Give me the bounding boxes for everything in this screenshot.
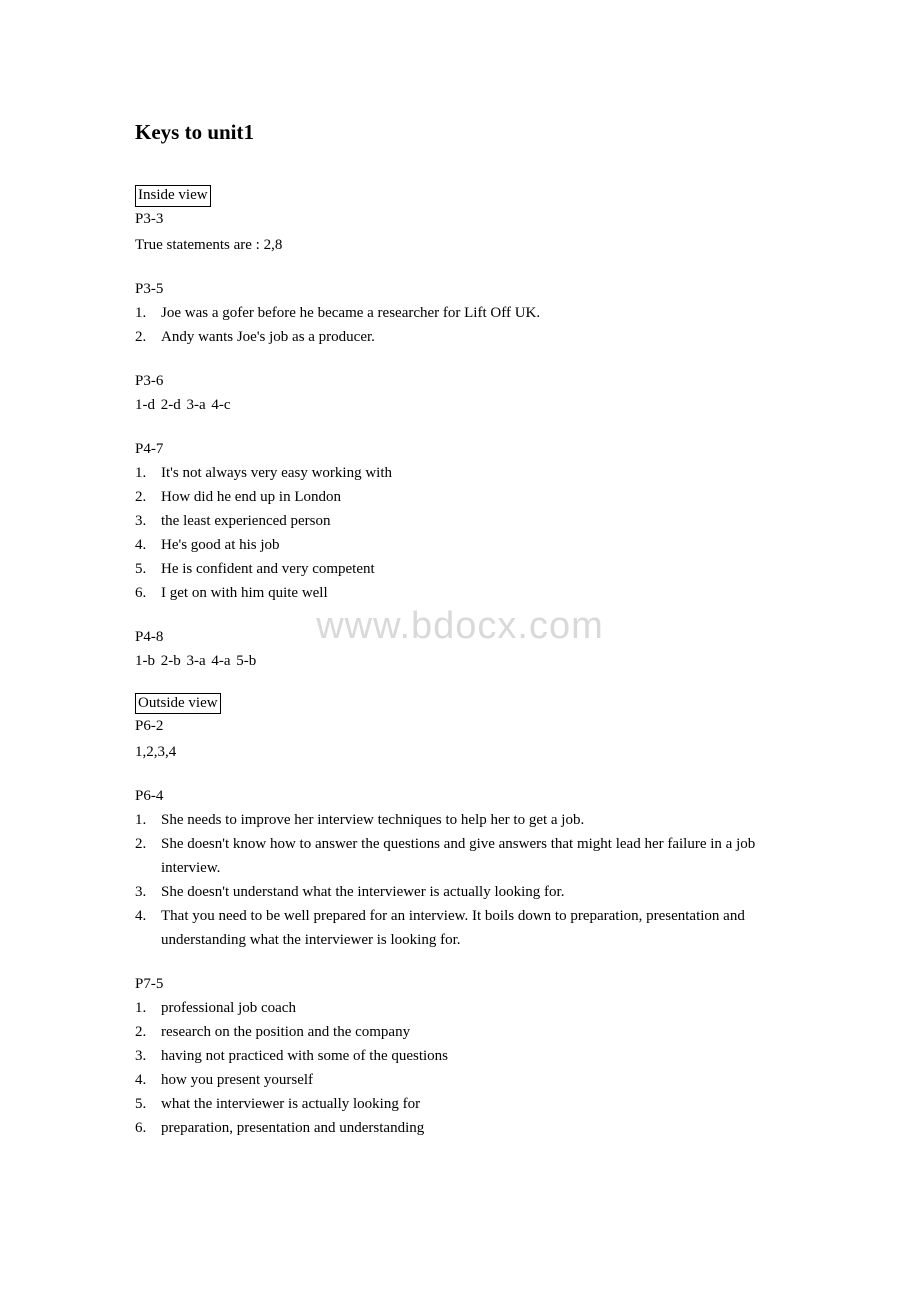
item-number: 5. [135,557,161,581]
list-item: 1.professional job coach [135,996,790,1020]
list-item: 4.how you present yourself [135,1068,790,1092]
item-text: having not practiced with some of the qu… [161,1044,790,1068]
list-item: 6.I get on with him quite well [135,581,790,605]
item-text: research on the position and the company [161,1020,790,1044]
block-p4-7: P4-7 1.It's not always very easy working… [135,437,790,605]
item-text: Andy wants Joe's job as a producer. [161,325,790,349]
item-number: 2. [135,832,161,880]
item-number: 3. [135,509,161,533]
list-item: 6.preparation, presentation and understa… [135,1116,790,1140]
ref-p4-7: P4-7 [135,437,790,461]
item-text: Joe was a gofer before he became a resea… [161,301,790,325]
list-item: 2.research on the position and the compa… [135,1020,790,1044]
block-p4-8: P4-8 1-b 2-b 3-a 4-a 5-b [135,625,790,673]
list-item: 1.She needs to improve her interview tec… [135,808,790,832]
item-number: 4. [135,1068,161,1092]
item-text: preparation, presentation and understand… [161,1116,790,1140]
block-p6-4: P6-4 1.She needs to improve her intervie… [135,784,790,952]
answers-p3-6: 1-d 2-d 3-a 4-c [135,393,790,417]
item-text: professional job coach [161,996,790,1020]
ref-p4-8: P4-8 [135,625,790,649]
text-p6-2: 1,2,3,4 [135,740,790,764]
text-p3-3: True statements are : 2,8 [135,233,790,257]
list-p3-5: 1.Joe was a gofer before he became a res… [135,301,790,349]
item-text: what the interviewer is actually looking… [161,1092,790,1116]
item-number: 6. [135,581,161,605]
list-item: 4.He's good at his job [135,533,790,557]
section-label-inside: Inside view [135,185,211,207]
item-text: That you need to be well prepared for an… [161,904,790,952]
list-item: 3.She doesn't understand what the interv… [135,880,790,904]
item-text: She doesn't understand what the intervie… [161,880,790,904]
item-text: It's not always very easy working with [161,461,790,485]
item-text: He is confident and very competent [161,557,790,581]
list-item: 3.the least experienced person [135,509,790,533]
block-p7-5: P7-5 1.professional job coach 2.research… [135,972,790,1140]
list-item: 1.It's not always very easy working with [135,461,790,485]
answers-p4-8: 1-b 2-b 3-a 4-a 5-b [135,649,790,673]
list-item: 2.How did he end up in London [135,485,790,509]
ref-p6-2: P6-2 [135,714,790,738]
item-text: the least experienced person [161,509,790,533]
list-item: 5.what the interviewer is actually looki… [135,1092,790,1116]
item-text: She needs to improve her interview techn… [161,808,790,832]
ref-p7-5: P7-5 [135,972,790,996]
item-number: 2. [135,325,161,349]
document-content: Keys to unit1 Inside view P3-3 True stat… [135,120,790,1140]
list-item: 2.She doesn't know how to answer the que… [135,832,790,880]
block-p6-2: Outside view P6-2 1,2,3,4 [135,693,790,765]
item-text: how you present yourself [161,1068,790,1092]
item-number: 1. [135,996,161,1020]
list-item: 2.Andy wants Joe's job as a producer. [135,325,790,349]
item-number: 3. [135,1044,161,1068]
item-number: 1. [135,808,161,832]
ref-p3-5: P3-5 [135,277,790,301]
section-label-outside: Outside view [135,693,221,715]
item-number: 2. [135,1020,161,1044]
item-number: 3. [135,880,161,904]
block-p3-3: Inside view P3-3 True statements are : 2… [135,185,790,257]
list-item: 4.That you need to be well prepared for … [135,904,790,952]
item-text: He's good at his job [161,533,790,557]
list-item: 3.having not practiced with some of the … [135,1044,790,1068]
item-number: 4. [135,904,161,952]
list-p6-4: 1.She needs to improve her interview tec… [135,808,790,952]
item-number: 2. [135,485,161,509]
block-p3-5: P3-5 1.Joe was a gofer before he became … [135,277,790,349]
list-p4-7: 1.It's not always very easy working with… [135,461,790,605]
item-text: She doesn't know how to answer the quest… [161,832,790,880]
ref-p3-3: P3-3 [135,207,790,231]
ref-p3-6: P3-6 [135,369,790,393]
item-number: 4. [135,533,161,557]
item-number: 6. [135,1116,161,1140]
ref-p6-4: P6-4 [135,784,790,808]
page-title: Keys to unit1 [135,120,790,145]
item-number: 5. [135,1092,161,1116]
item-number: 1. [135,461,161,485]
item-text: How did he end up in London [161,485,790,509]
item-text: I get on with him quite well [161,581,790,605]
item-number: 1. [135,301,161,325]
block-p3-6: P3-6 1-d 2-d 3-a 4-c [135,369,790,417]
list-p7-5: 1.professional job coach 2.research on t… [135,996,790,1140]
list-item: 1.Joe was a gofer before he became a res… [135,301,790,325]
list-item: 5.He is confident and very competent [135,557,790,581]
